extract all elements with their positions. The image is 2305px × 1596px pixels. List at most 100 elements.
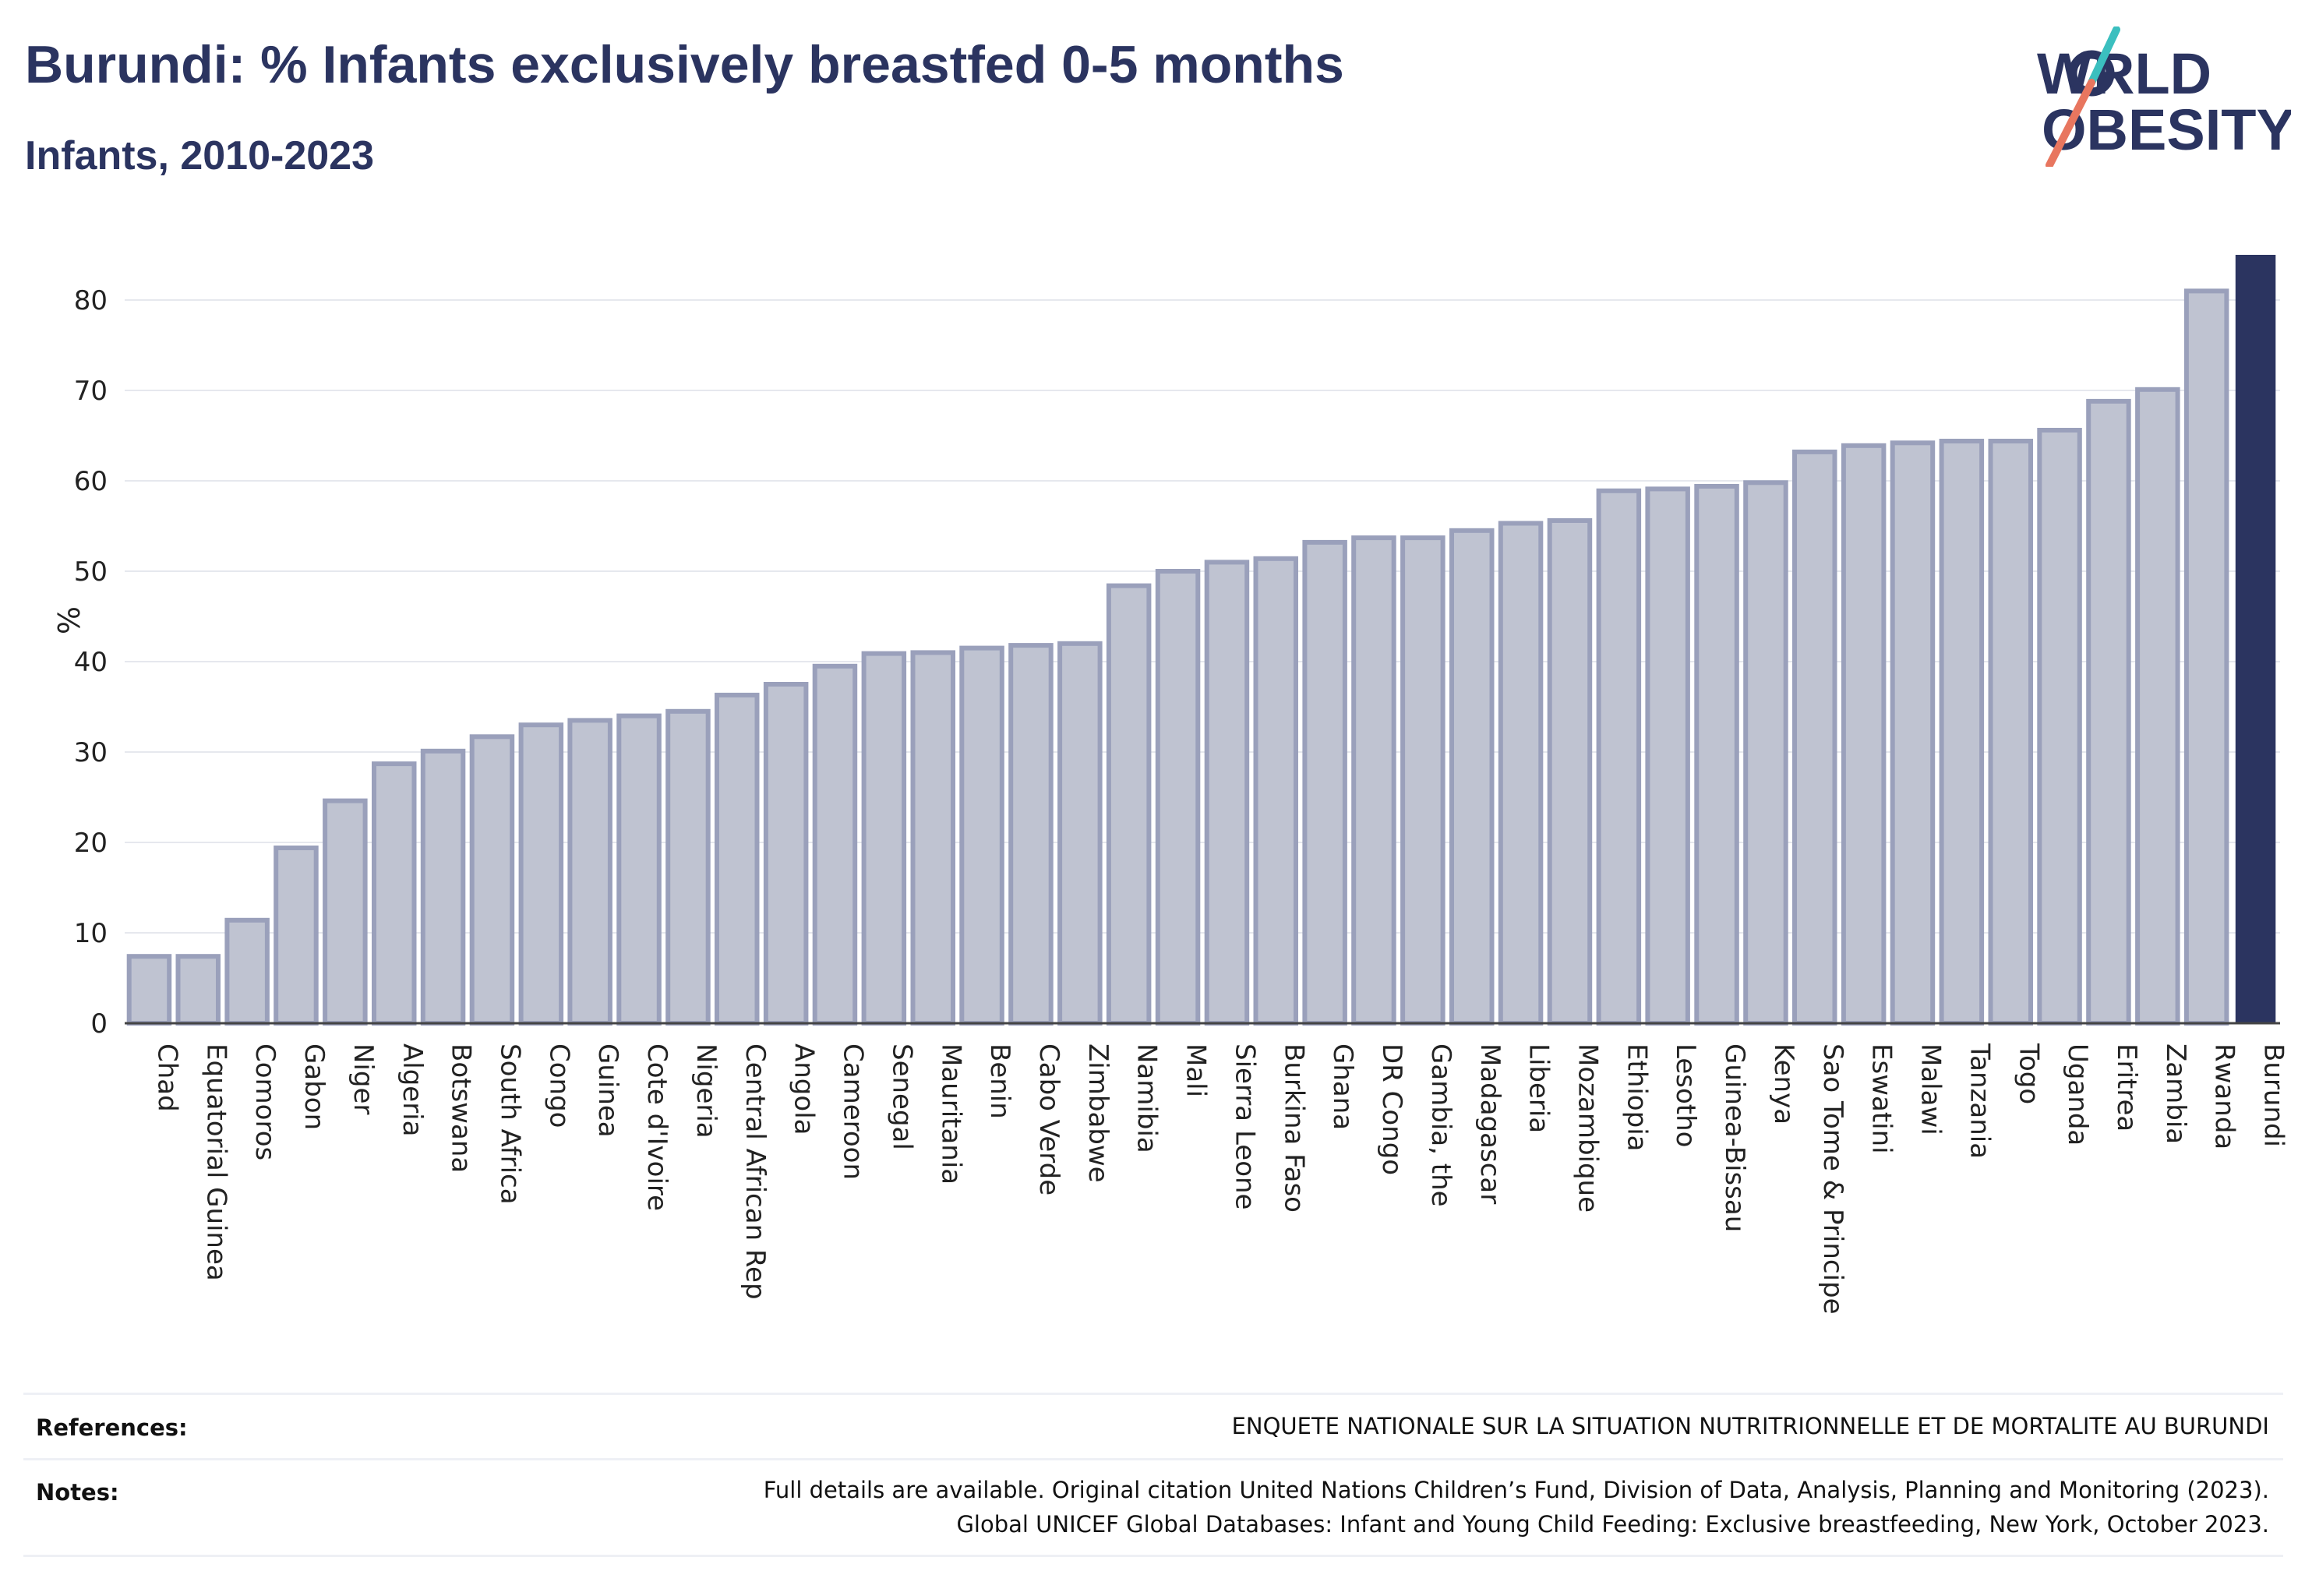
x-tick-label: Burundi — [2258, 1043, 2289, 1147]
y-axis-label: % — [51, 606, 85, 634]
x-tick-label: Chad — [151, 1043, 182, 1112]
y-tick-label: 10 — [74, 918, 108, 949]
bar — [175, 954, 221, 1026]
bar — [1155, 569, 1201, 1026]
bar — [2086, 398, 2131, 1026]
footer-divider-middle — [23, 1458, 2283, 1460]
bar — [1743, 480, 1788, 1026]
x-tick-label: Botswana — [446, 1043, 477, 1173]
bar — [812, 663, 858, 1026]
bar — [1057, 641, 1103, 1026]
y-tick-label: 70 — [74, 376, 108, 407]
y-tick-label: 20 — [74, 828, 108, 859]
bar — [763, 682, 809, 1026]
x-tick-label: Ghana — [1327, 1043, 1358, 1130]
bar — [1498, 521, 1544, 1026]
x-tick-label: Kenya — [1768, 1043, 1799, 1125]
x-tick-label: Rwanda — [2209, 1043, 2240, 1149]
x-tick-label: Sierra Leone — [1229, 1043, 1260, 1209]
y-tick-label: 30 — [74, 737, 108, 768]
x-tick-label: Congo — [543, 1043, 574, 1128]
bar — [1890, 440, 1936, 1026]
x-tick-label: Mali — [1181, 1043, 1212, 1097]
x-tick-label: Eswatini — [1866, 1043, 1897, 1154]
x-tick-label: Lesotho — [1670, 1043, 1701, 1147]
bar — [469, 734, 515, 1026]
chart-subtitle: Infants, 2010-2023 — [25, 133, 375, 178]
x-tick-label: Sao Tome & Principe — [1817, 1043, 1848, 1315]
x-tick-label: Angola — [789, 1043, 820, 1135]
bar — [2135, 387, 2180, 1026]
x-tick-label: Gambia, the — [1425, 1043, 1456, 1207]
x-tick-label: DR Congo — [1376, 1043, 1407, 1175]
x-tick-label: Namibia — [1131, 1043, 1163, 1153]
bar — [616, 713, 662, 1026]
svg-text:OBESITY: OBESITY — [2042, 97, 2291, 162]
bars — [126, 255, 2276, 1026]
bar — [1694, 484, 1739, 1026]
bar — [372, 761, 417, 1026]
x-tick-label: Niger — [348, 1043, 379, 1114]
y-tick-label: 50 — [74, 556, 108, 588]
x-tick-label: Comoros — [249, 1043, 281, 1160]
y-tick-label: 60 — [74, 466, 108, 497]
bar — [715, 692, 760, 1026]
bar — [1645, 486, 1690, 1026]
bar — [1253, 556, 1298, 1026]
bar — [1351, 535, 1396, 1026]
bar — [274, 846, 319, 1026]
x-tick-label: Central African Rep — [740, 1043, 771, 1300]
x-tick-label: Zambia — [2160, 1043, 2191, 1144]
bar-chart: 0 10 20 30 40 50 60 70 80 Chad Equatorial Guinea C… — [51, 255, 2289, 1315]
bar — [665, 708, 711, 1026]
bar — [2037, 428, 2082, 1026]
references-label: References: — [36, 1414, 188, 1441]
y-tick-label: 0 — [90, 1008, 108, 1040]
bar — [910, 650, 955, 1026]
bar — [420, 748, 466, 1026]
x-tick-label: Liberia — [1523, 1043, 1555, 1133]
x-tick-label: Tanzania — [1964, 1043, 1995, 1159]
x-axis: Chad Equatorial Guinea Comoros Gabon Niger Al… — [125, 1022, 2289, 1315]
bar — [861, 651, 907, 1026]
x-tick-label: Equatorial Guinea — [200, 1043, 231, 1281]
x-tick-label: Cote d'Ivoire — [641, 1043, 672, 1211]
y-tick-label: 40 — [74, 647, 108, 678]
notes-line-1: Full details are available. Original cit… — [763, 1477, 2269, 1503]
x-tick-label: Eritrea — [2111, 1043, 2142, 1132]
bar — [567, 718, 612, 1026]
x-tick-label: Guinea-Bissau — [1719, 1043, 1750, 1232]
notes-line-2: Global UNICEF Global Databases: Infant a… — [956, 1511, 2269, 1538]
x-tick-label: Malawi — [1915, 1043, 1947, 1135]
references-text: ENQUETE NATIONALE SUR LA SITUATION NUTRI… — [1231, 1413, 2269, 1439]
x-tick-label: Benin — [984, 1043, 1015, 1119]
bar — [1841, 443, 1887, 1026]
x-tick-label: Gabon — [298, 1043, 330, 1130]
bar — [1204, 560, 1250, 1026]
chart-title: Burundi: % Infants exclusively breastfed… — [25, 35, 1344, 94]
bar — [126, 954, 172, 1026]
x-tick-label: Togo — [2013, 1043, 2044, 1104]
bar — [224, 917, 270, 1026]
x-tick-label: Uganda — [2062, 1043, 2093, 1146]
bar — [518, 722, 564, 1026]
x-tick-label: Nigeria — [690, 1043, 722, 1139]
x-tick-label: Madagascar — [1474, 1043, 1505, 1204]
x-tick-label: Ethiopia — [1621, 1043, 1652, 1151]
x-tick-label: Mauritania — [935, 1043, 966, 1185]
x-tick-label: Guinea — [592, 1043, 623, 1138]
notes-label: Notes: — [36, 1479, 119, 1506]
world-obesity-logo: W RLD OBESITY — [2037, 26, 2291, 167]
notes-text: Full details are available. Original cit… — [764, 1473, 2269, 1541]
bar — [1008, 643, 1054, 1026]
x-tick-label: Cabo Verde — [1033, 1043, 1064, 1195]
y-tick-label: 80 — [74, 285, 108, 316]
x-tick-label: Mozambique — [1573, 1043, 1604, 1213]
bar-highlight — [2235, 255, 2276, 1023]
footer-divider-bottom — [23, 1555, 2283, 1557]
x-tick-label: South Africa — [495, 1043, 526, 1205]
x-tick-label: Senegal — [886, 1043, 917, 1150]
bar — [1988, 439, 2033, 1026]
bar — [959, 645, 1004, 1026]
y-axis: 0 10 20 30 40 50 60 70 80 — [74, 285, 108, 1040]
